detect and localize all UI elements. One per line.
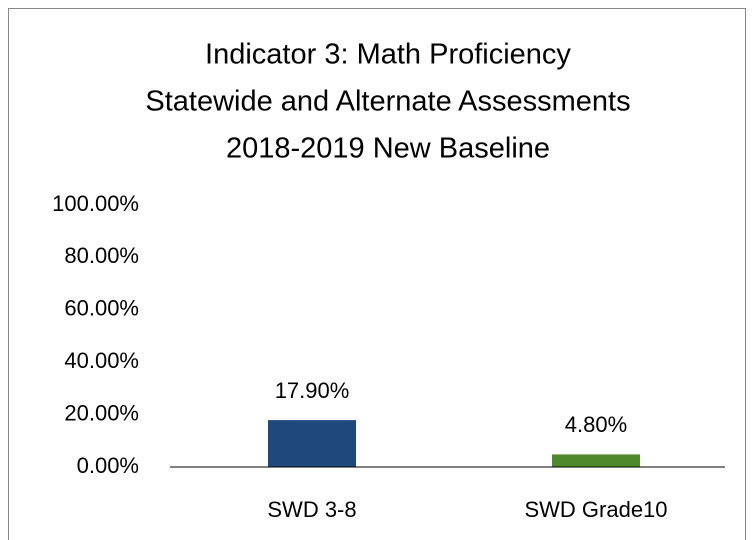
bar — [267, 420, 357, 467]
y-tick-label: 20.00% — [64, 400, 139, 425]
x-tick-label: SWD 3-8 — [267, 497, 356, 522]
y-tick-label: 60.00% — [64, 296, 139, 321]
y-tick-label: 0.00% — [77, 453, 139, 478]
y-tick-label: 40.00% — [64, 348, 139, 373]
chart-border — [8, 8, 746, 540]
chart-title: 2018-2019 New Baseline — [226, 133, 550, 165]
value-label: 17.90% — [275, 378, 350, 403]
y-tick-label: 80.00% — [64, 243, 139, 268]
chart-title: Statewide and Alternate Assessments — [145, 86, 630, 118]
value-label: 4.80% — [565, 412, 627, 437]
chart-title: Indicator 3: Math Proficiency — [205, 39, 571, 71]
y-tick-label: 100.00% — [52, 191, 139, 216]
bar — [551, 454, 641, 467]
x-tick-label: SWD Grade10 — [524, 497, 667, 522]
